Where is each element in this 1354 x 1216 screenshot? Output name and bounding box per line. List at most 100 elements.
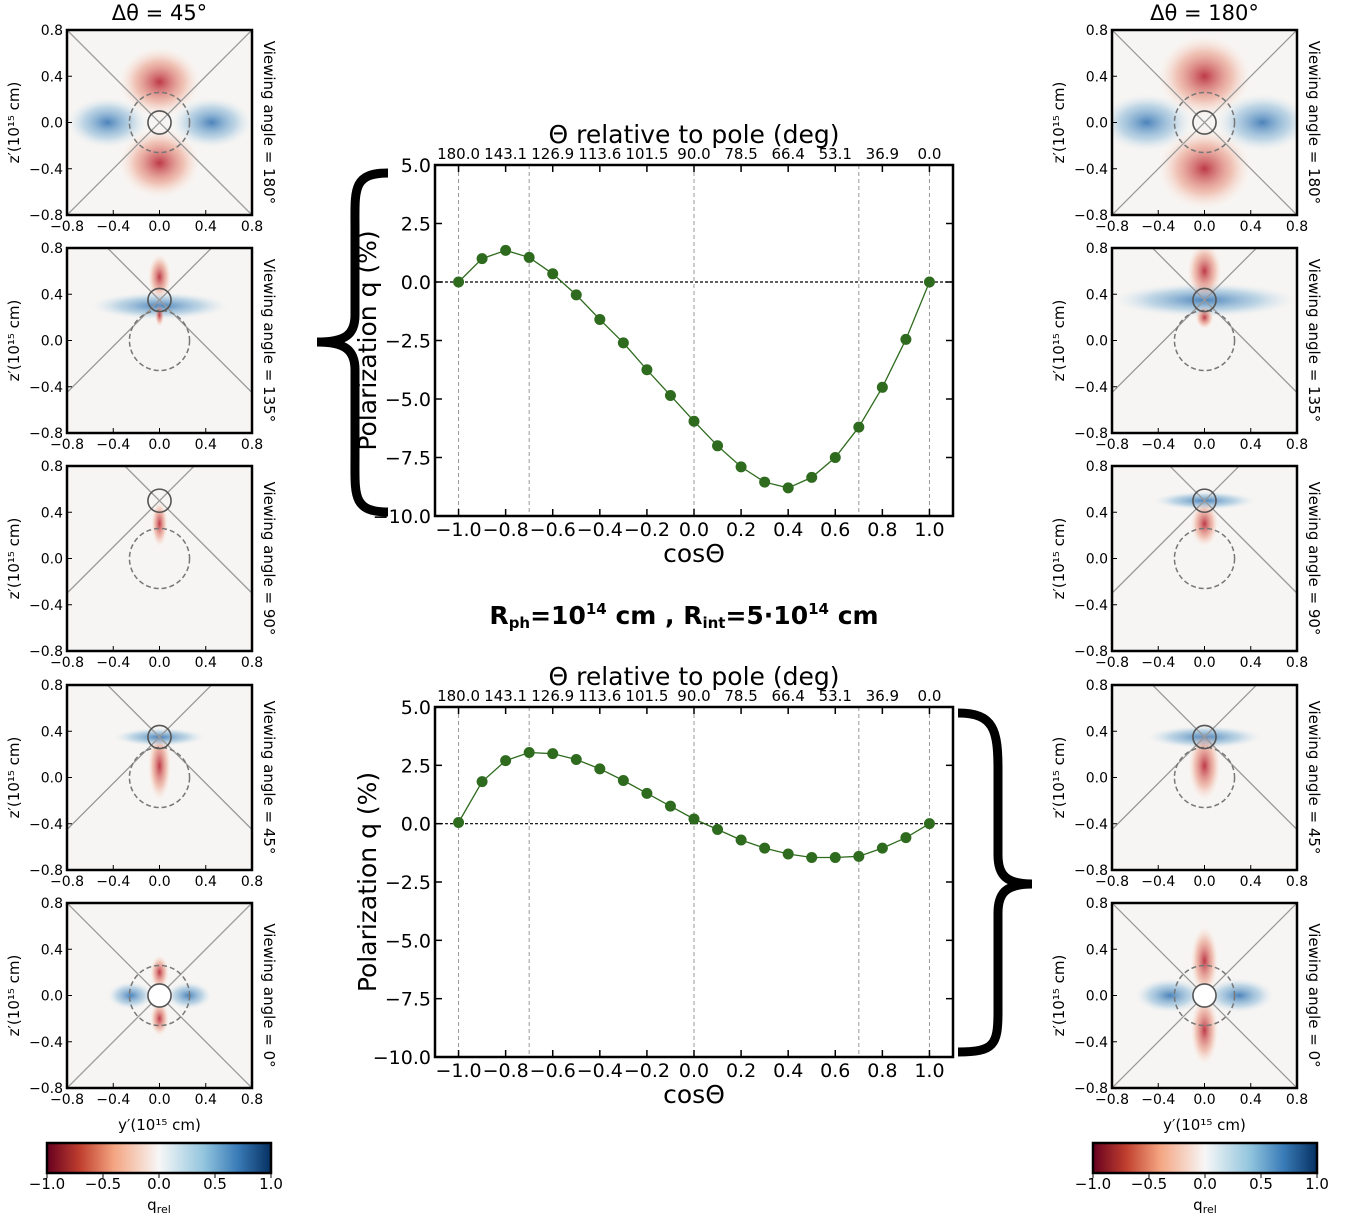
x-tick-label: 0.0	[1193, 655, 1215, 671]
colorbar-tick-label: 0.0	[147, 1175, 171, 1193]
x-tick-label: 0.0	[1193, 1092, 1215, 1108]
y-tick-label: −0.8	[1074, 644, 1108, 660]
heatmap	[67, 903, 252, 1088]
viewing-angle: Viewing angle = 180°	[1305, 41, 1323, 204]
y-tick-label: 0.0	[1086, 334, 1108, 350]
viewing-angle: Viewing angle = 135°	[260, 259, 278, 422]
heatmap	[67, 30, 252, 215]
x-axis-title: cosΘ	[663, 539, 725, 568]
x-tick-label: 0.0	[679, 1060, 709, 1082]
intensity	[1112, 93, 1193, 152]
point	[712, 824, 724, 835]
x2-tick-label: 53.1	[819, 145, 852, 163]
point	[782, 482, 794, 494]
colorbar-tick-label: 1.0	[259, 1175, 283, 1193]
x-tick-label: 0.6	[820, 1060, 850, 1082]
y-tick-label: 2.5	[401, 755, 431, 777]
y-tick-label: −0.8	[29, 1081, 63, 1097]
point	[476, 253, 488, 265]
intensity	[1190, 500, 1219, 547]
heatmap	[67, 248, 252, 433]
y-tick-label: 0.4	[41, 505, 63, 521]
x-tick-label: 0.0	[148, 874, 170, 890]
x-tick-label: −0.4	[96, 1092, 130, 1108]
point	[523, 251, 535, 263]
intensity	[151, 500, 168, 547]
intensity	[147, 253, 172, 301]
y-tick-label: 0.8	[41, 896, 63, 912]
point	[829, 452, 841, 463]
x-tick-label: 0.8	[1286, 219, 1308, 235]
y-axis-title: Polarization q (%)	[353, 230, 382, 450]
dashed-circle	[1173, 527, 1236, 590]
point	[759, 842, 771, 854]
x-tick-label: 0.4	[195, 219, 217, 235]
annotation-part: cm	[829, 601, 879, 630]
colorbar-label: qrel	[1193, 1196, 1217, 1216]
intensity	[150, 955, 169, 990]
y-tick-label: 0.0	[401, 814, 431, 836]
x-tick-label: 0.4	[195, 874, 217, 890]
x-axis-title: y′(10¹⁵ cm)	[118, 1116, 201, 1134]
y-tick-label: −2.5	[385, 331, 431, 353]
y-tick-label: 0.4	[1086, 724, 1108, 740]
x-tick-label: 0.0	[148, 1092, 170, 1108]
intensity	[1204, 978, 1274, 1013]
point	[547, 748, 559, 760]
y-tick-label: −0.8	[29, 426, 63, 442]
y-tick-label: −0.4	[29, 817, 63, 833]
point	[500, 244, 512, 256]
y-tick-label: −0.8	[1074, 426, 1108, 442]
x-tick-label: 0.4	[773, 1060, 803, 1082]
heatmap	[1112, 903, 1297, 1088]
intensity	[107, 981, 154, 1010]
x-tick-label: −0.4	[96, 219, 130, 235]
source-circle	[1192, 488, 1217, 514]
annotation-part: R	[489, 601, 508, 630]
x2-tick-label: 143.1	[484, 687, 527, 705]
colorbar-tick-label: −0.5	[85, 1175, 121, 1193]
x-tick-label: 0.8	[241, 874, 263, 890]
y-tick-label: 5.0	[401, 155, 431, 177]
y-tick-label: 0.8	[1086, 241, 1108, 257]
source-circle	[1192, 724, 1217, 750]
y-tick-label: 0.8	[1086, 459, 1108, 475]
x2-axis-title: Θ relative to pole (deg)	[549, 662, 840, 691]
heatmap	[67, 685, 252, 870]
y-tick-label: −0.4	[29, 380, 63, 396]
x2-tick-label: 126.9	[531, 687, 574, 705]
x-tick-label: −0.8	[483, 1060, 529, 1082]
y-tick-label: 0.0	[1086, 771, 1108, 787]
source-circle	[147, 983, 172, 1008]
x-tick-label: −0.8	[1095, 219, 1129, 235]
y-axis-title: z′(10¹⁵ cm)	[5, 82, 23, 164]
viewing-angle: Viewing angle = 180°	[260, 41, 278, 204]
x-tick-label: −0.4	[1141, 219, 1175, 235]
x2-tick-label: 66.4	[771, 687, 804, 705]
x-tick-label: −0.8	[1095, 874, 1129, 890]
x-tick-label: 0.2	[726, 1060, 756, 1082]
colorbar-tick-label: −1.0	[1075, 1175, 1111, 1193]
x-tick-label: 0.0	[1193, 219, 1215, 235]
x-tick-label: −0.4	[96, 437, 130, 453]
x-tick-label: 1.0	[914, 1060, 944, 1082]
y-tick-label: 0.4	[41, 942, 63, 958]
x-tick-label: 0.4	[195, 655, 217, 671]
x-tick-label: −0.8	[50, 655, 84, 671]
heatmap-bg	[67, 466, 252, 651]
x-tick-label: 0.0	[1193, 437, 1215, 453]
colorbar	[1091, 1141, 1319, 1175]
x-tick-label: 0.6	[820, 519, 850, 541]
viewing-angle: Viewing angle = 90°	[1305, 482, 1323, 636]
x-tick-label: 0.4	[1240, 1092, 1262, 1108]
point	[453, 817, 465, 828]
x-tick-label: 0.4	[195, 1092, 217, 1108]
y-tick-label: −10.0	[373, 1047, 431, 1069]
y-tick-label: 0.8	[1086, 896, 1108, 912]
x2-tick-label: 0.0	[918, 145, 942, 163]
y-tick-label: 0.0	[41, 552, 63, 568]
x-tick-label: 0.8	[1286, 874, 1308, 890]
x-tick-label: −0.8	[1095, 437, 1129, 453]
x-axis-title: cosΘ	[663, 1080, 725, 1109]
point	[664, 389, 676, 401]
